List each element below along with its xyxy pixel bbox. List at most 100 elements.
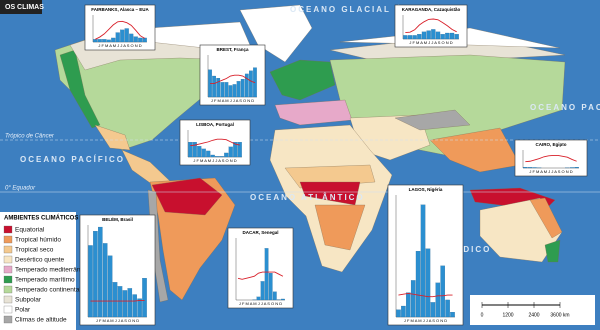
precip-bar [260,281,265,301]
precip-bar [93,231,98,318]
precip-bar [454,34,459,40]
legend-label: Equatorial [15,227,45,234]
legend-swatch [3,305,13,314]
precip-bar [106,39,111,43]
precip-bar [219,156,224,158]
precip-bar [212,75,216,98]
legend-label: Temperado continental [15,287,81,294]
climograph-box [84,4,156,51]
precip-bar [120,29,125,43]
precip-bar [133,36,138,43]
precip-bar [249,70,253,98]
climograph-title: KARAGANDA, Cazaquistão [402,7,461,12]
legend-label: Subpolar [15,297,42,304]
precip-bar [407,35,413,40]
precip-bar [449,32,455,40]
climograph: DACAR, Senegal J F M A M J J A S O N D [227,227,294,309]
month-labels: J F M A M J J A S O N D [96,318,139,323]
scale-label: 2400 [528,312,539,318]
legend-swatch [3,235,13,244]
temperature-line [90,299,145,302]
precip-bar [138,37,143,43]
precip-bar [425,248,431,318]
temperature-line [405,18,457,34]
precip-bar [88,245,93,318]
month-labels: J F M A M J J A S O N D [404,318,447,323]
precip-bar [435,282,441,318]
precip-bar [142,37,147,43]
ocean-label: OCEANO ATLÂNTICO [250,193,365,202]
ocean-label: OCEANO PACÍFICO [530,103,600,112]
month-labels: J F M A M J J A S O N D [193,158,236,163]
legend-title: AMBIENTES CLIMÁTICOS [4,215,78,222]
temperature-line [237,271,284,280]
legend-label: Tropical seco [15,247,54,254]
month-labels: J F M A M J J A S O N D [211,98,254,103]
legend-swatch [3,245,13,254]
precip-bar [435,31,441,40]
precip-bar [112,282,118,318]
precip-bar [450,312,455,318]
precip-bar [107,255,113,318]
precip-bar [137,298,142,318]
climograph-box [514,139,588,177]
month-labels: J F M A M J J A S O N D [98,43,141,48]
precip-bar [574,167,579,169]
precip-bar [445,32,450,40]
precip-bar [197,146,202,158]
tropic-label: Trópico de Câncer [5,134,55,140]
precip-bar [527,167,533,169]
climograph: FAIRBANKS, Alasca – EUA J F M A M J J A S… [84,4,156,51]
climograph: BREST, França J F M A M J J A S O N D [199,44,266,106]
climograph-title: LAGOS, Nigéria [409,187,443,192]
precip-bar [93,39,98,43]
scale-box [470,295,595,325]
precip-bar [244,73,249,98]
climograph-box [227,227,294,309]
temperature-line [210,74,256,85]
legend-label: Desértico quente [15,257,65,264]
precip-bar [132,294,137,318]
precip-bar [532,167,537,169]
climograph-title: BREST, França [216,47,249,52]
month-labels: J F M A M J J A S O N D [239,301,282,306]
legend-swatch [3,285,13,294]
precip-bar [129,33,134,43]
legend-label: Temperado marítimo [15,277,75,284]
climograph-title: CAIRO, Egipto [536,142,567,147]
temperature-line [95,20,145,40]
precip-bar [281,298,285,301]
precip-bar [417,34,422,40]
precip-bar [124,28,129,43]
precip-bar [98,226,103,318]
precip-bar [406,292,411,318]
precip-bar [523,167,528,169]
precip-bar [115,32,120,43]
precip-bar [426,30,431,40]
precip-bar [102,39,107,43]
precip-bar [233,142,238,158]
precip-bar [410,280,416,318]
legend-swatch [3,255,13,264]
precip-bar [228,146,233,158]
precip-bar [396,309,401,318]
precip-bar [111,37,116,43]
precip-bar [188,142,193,158]
title-box [0,0,42,14]
precip-bar [240,79,245,98]
precip-bar [237,142,242,158]
precip-bar [97,39,102,43]
precip-bar [142,278,147,318]
precip-bar [430,302,436,318]
precip-bar [440,34,445,40]
precip-bar [445,299,450,318]
precip-bar [431,29,436,40]
precip-bar [421,31,427,40]
temperature-line [398,292,453,298]
legend-swatch [3,295,13,304]
precip-bar [224,82,229,98]
temperature-line [190,138,240,147]
climograph-box [387,184,464,326]
climograph-title: BELÉM, Brasil [102,215,133,222]
ocean-label: OCEANO GLACIAL ÁRTICO [290,5,438,14]
